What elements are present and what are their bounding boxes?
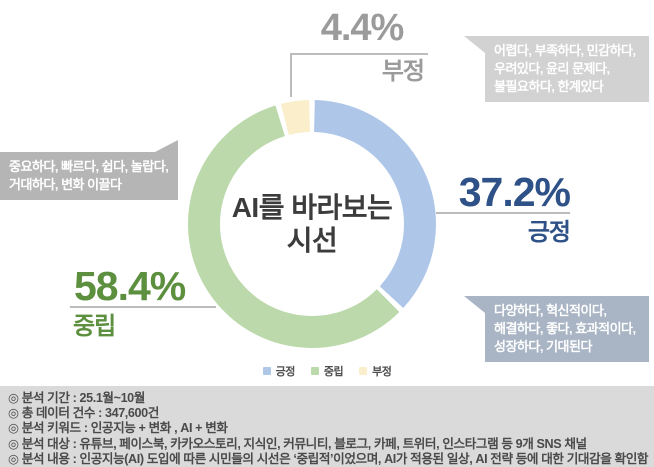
positive-label: 긍정 <box>527 219 571 246</box>
positive-keywords-line1: 다양하다, 혁신적이다, <box>494 303 607 318</box>
note-analysis-period: ◎ 분석 기간 : 25.1월~10월 <box>8 391 145 405</box>
chart-title-line2: 시선 <box>286 225 338 256</box>
positive-percentage: 37.2% <box>458 169 571 215</box>
positive-keywords-line2: 해결하다, 좋다, 효과적이다, <box>494 320 636 336</box>
bubble-tail <box>155 140 178 152</box>
positive-keywords-bubble: 다양하다, 혁신적이다, 해결하다, 좋다, 효과적이다, 성장하다, 기대된다 <box>464 296 649 362</box>
negative-keywords-line2: 우려있다, 윤리 문제다, <box>494 60 610 76</box>
negative-percentage: 4.4% <box>320 7 405 49</box>
negative-swatch-icon <box>359 367 368 375</box>
note-sources: ◎ 분석 대상 : 유튜브, 페이스북, 카카오스토리, 지식인, 커뮤니티, … <box>8 436 587 451</box>
bubble-tail <box>464 36 485 53</box>
neutral-swatch-icon <box>310 367 319 375</box>
note-keywords: ◎ 분석 키워드 : 인공지능 + 변화 , AI + 변화 <box>8 421 228 436</box>
donut-segment-부정 <box>280 100 310 135</box>
neutral-keywords-bubble: 중요하다, 빠르다, 쉽다, 놀랍다, 거대하다, 변화 이끌다 <box>0 140 178 200</box>
donut-segment-긍정 <box>314 100 437 308</box>
donut-segment-중립 <box>187 105 400 349</box>
legend-label: 중립 <box>323 366 344 378</box>
negative-keywords-bubble: 어렵다, 부족하다, 민감하다, 우려있다, 윤리 문제다, 불필요하다, 한계… <box>464 36 649 102</box>
negative-label: 부정 <box>381 58 425 85</box>
negative-callout-line-horizontal <box>290 53 428 55</box>
negative-callout-line-vertical <box>290 53 292 97</box>
note-data-count: ◎ 총 데이터 건수 : 347,600건 <box>8 406 159 421</box>
bubble-tail <box>464 296 485 313</box>
positive-swatch-icon <box>262 367 271 375</box>
neutral-keywords-line2: 거대하다, 변화 이끌다 <box>9 176 122 192</box>
positive-callout-line <box>436 212 570 214</box>
legend-label: 부정 <box>372 366 392 378</box>
donut-chart <box>187 100 437 349</box>
neutral-label: 중립 <box>73 313 116 340</box>
legend-item-negative: 부정 <box>359 363 392 379</box>
positive-keywords-line3: 성장하다, 기대된다 <box>494 338 592 354</box>
note-summary: ◎ 분석 내용 : 인공지능(AI) 도입에 따른 시민들의 시선은 ‘중립적’… <box>8 451 649 466</box>
legend-item-neutral: 중립 <box>310 363 344 379</box>
analysis-notes-panel: ◎ 분석 기간 : 25.1월~10월 ◎ 총 데이터 건수 : 347,600… <box>0 386 654 467</box>
legend-item-positive: 긍정 <box>262 363 296 379</box>
chart-title-line1: AI를 바라보는 <box>231 191 393 223</box>
neutral-percentage: 58.4% <box>74 263 186 309</box>
chart-center-title: AI를 바라보는 시선 <box>182 94 442 354</box>
negative-keywords-line3: 불필요하다, 한계있다 <box>494 78 604 94</box>
legend-label: 긍정 <box>275 366 296 378</box>
chart-legend: 긍정 중립 부정 <box>0 363 654 379</box>
neutral-callout-line <box>70 306 216 308</box>
neutral-keywords-line1: 중요하다, 빠르다, 쉽다, 놀랍다, <box>9 159 169 174</box>
negative-keywords-line1: 어렵다, 부족하다, 민감하다, <box>494 43 636 58</box>
